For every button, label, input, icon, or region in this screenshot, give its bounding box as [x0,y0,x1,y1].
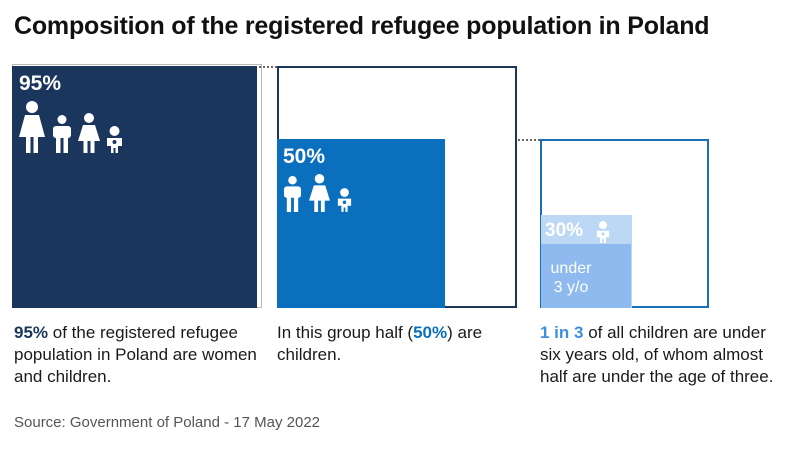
bar-under-three [541,244,631,308]
caption-highlight-1in3: 1 in 3 [540,323,584,342]
under-three-label: under 3 y/o [541,259,601,297]
baby-icon [106,126,123,153]
caption-text-95: of the registered refugee population in … [14,323,257,386]
caption-suffix-50: ) are children. [277,323,483,364]
girl-icon [309,174,330,212]
bar-women-children [12,66,257,308]
bar-label-50: 50% [283,145,326,168]
connector-line-1 [259,66,277,68]
bar-label-95: 95% [19,72,62,95]
under-three-label-line-1: under [550,260,592,277]
bar-children [277,139,445,308]
icon-group-women-children [18,101,123,153]
under-three-label-line-2: 3 y/o [553,279,589,296]
caption-prefix-50: In this group half ( [277,323,414,342]
bar-label-30: 30% [545,220,584,241]
woman-icon [18,101,46,153]
girl-icon [78,113,100,153]
caption-young-children: 1 in 3 of all children are under six yea… [540,322,790,388]
baby-icon [596,221,610,243]
baby-icon [337,188,352,212]
chart-title: Composition of the registered refugee po… [14,12,710,40]
caption-text-30: of all children are under six years old,… [540,323,774,386]
caption-highlight-95: 95% [14,323,49,342]
caption-women-children: 95% of the registered refugee population… [14,322,262,388]
caption-children: In this group half (50%) are children. [277,322,517,366]
child-icon [52,115,72,153]
source-note: Source: Government of Poland - 17 May 20… [14,414,321,431]
child-icon [283,176,302,212]
icon-group-children [283,174,352,212]
caption-highlight-50: 50% [413,323,448,342]
